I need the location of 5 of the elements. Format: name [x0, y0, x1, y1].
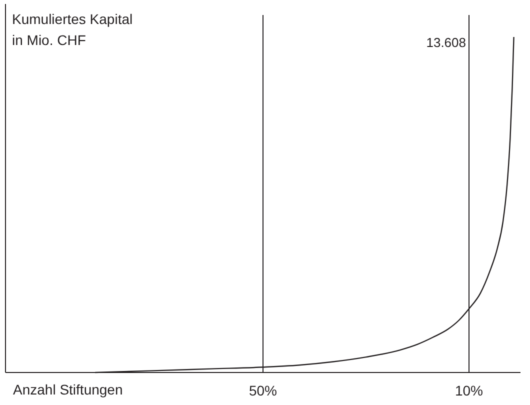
x-tick-label: 10%	[454, 382, 484, 398]
annotation: 13.608	[426, 35, 466, 50]
y-axis-title: Kumuliertes Kapital in Mio. CHF	[12, 11, 133, 48]
x-tick-label: 50%	[248, 382, 278, 398]
x-axis-title: Anzahl Stiftungen	[13, 382, 123, 398]
